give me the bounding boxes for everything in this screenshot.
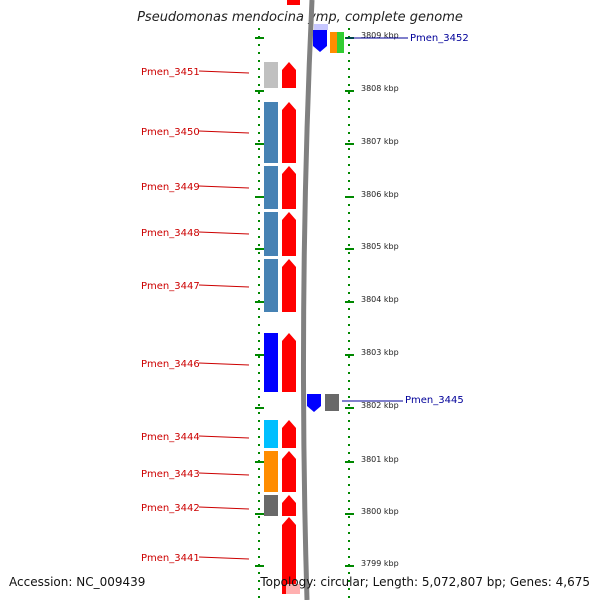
topology-text: Topology: circular; Length: 5,072,807 bp… [260, 575, 590, 589]
gene-label: Pmen_3447 [141, 281, 200, 292]
gene-label: Pmen_3448 [141, 228, 200, 239]
genome-backbone [300, 0, 315, 600]
cds-arrow [282, 166, 296, 209]
reverse-gene-arrow [307, 394, 321, 412]
cds-arrow [282, 420, 296, 448]
gene-feature-box [264, 333, 278, 392]
kbp-label: 3805 kbp [361, 242, 399, 251]
gene-label: Pmen_3451 [141, 67, 200, 78]
cds-arrow [282, 62, 296, 88]
gene-label: Pmen_3450 [141, 127, 200, 138]
cds-arrow [282, 212, 296, 256]
gene-feature-box [264, 62, 278, 88]
cds-arrow [282, 259, 296, 312]
kbp-label: 3803 kbp [361, 348, 399, 357]
gene-leader-line [198, 70, 250, 74]
gene-leader-line [198, 556, 250, 560]
gene-leader-line [198, 231, 250, 235]
gene-feature-box [264, 495, 278, 516]
kbp-label: 3800 kbp [361, 507, 399, 516]
gene-label: Pmen_3442 [141, 503, 200, 514]
kbp-label: 3808 kbp [361, 84, 399, 93]
gene-label: Pmen_3441 [141, 553, 200, 564]
gene-leader-line [198, 130, 250, 134]
gene-feature-box [264, 102, 278, 163]
gene-feature-box [264, 451, 278, 492]
cds-arrow-fade [286, 584, 300, 594]
cds-arrow [282, 495, 296, 516]
gene-feature-box [264, 212, 278, 256]
gene-label: Pmen_3446 [141, 359, 200, 370]
gene-feature-box [264, 259, 278, 312]
cds-arrow [282, 517, 296, 594]
reverse-gene-arrow [313, 30, 327, 52]
kbp-label: 3802 kbp [361, 401, 399, 410]
gene-label: Pmen_3449 [141, 182, 200, 193]
cds-arrow [282, 102, 296, 163]
cds-arrow [282, 333, 296, 392]
gene-leader-line [198, 435, 250, 439]
gene-leader-line [198, 284, 250, 288]
gene-feature-box [330, 32, 337, 53]
gene-label: Pmen_3444 [141, 432, 200, 443]
gene-feature-box [337, 32, 344, 53]
gene-leader-line [198, 506, 250, 510]
kbp-label: 3807 kbp [361, 137, 399, 146]
gene-label: Pmen_3445 [405, 395, 464, 406]
cds-arrow [282, 451, 296, 492]
kbp-label: 3799 kbp [361, 559, 399, 568]
cds-arrow-partial [287, 0, 300, 5]
gene-feature-box [264, 166, 278, 209]
kbp-label: 3809 kbp [361, 31, 399, 40]
gene-feature-box [264, 420, 278, 448]
gene-feature-box [314, 24, 328, 30]
gene-label: Pmen_3452 [410, 33, 469, 44]
kbp-label: 3801 kbp [361, 455, 399, 464]
kbp-label: 3806 kbp [361, 190, 399, 199]
gene-feature-box [325, 394, 339, 411]
gene-leader-line [198, 472, 250, 476]
accession-text: Accession: NC_009439 [9, 575, 146, 589]
kbp-label: 3804 kbp [361, 295, 399, 304]
gene-leader-line [198, 185, 250, 189]
map-title: Pseudomonas mendocina ymp, complete geno… [137, 10, 463, 25]
gene-label: Pmen_3443 [141, 469, 200, 480]
gene-leader-line [198, 362, 250, 366]
